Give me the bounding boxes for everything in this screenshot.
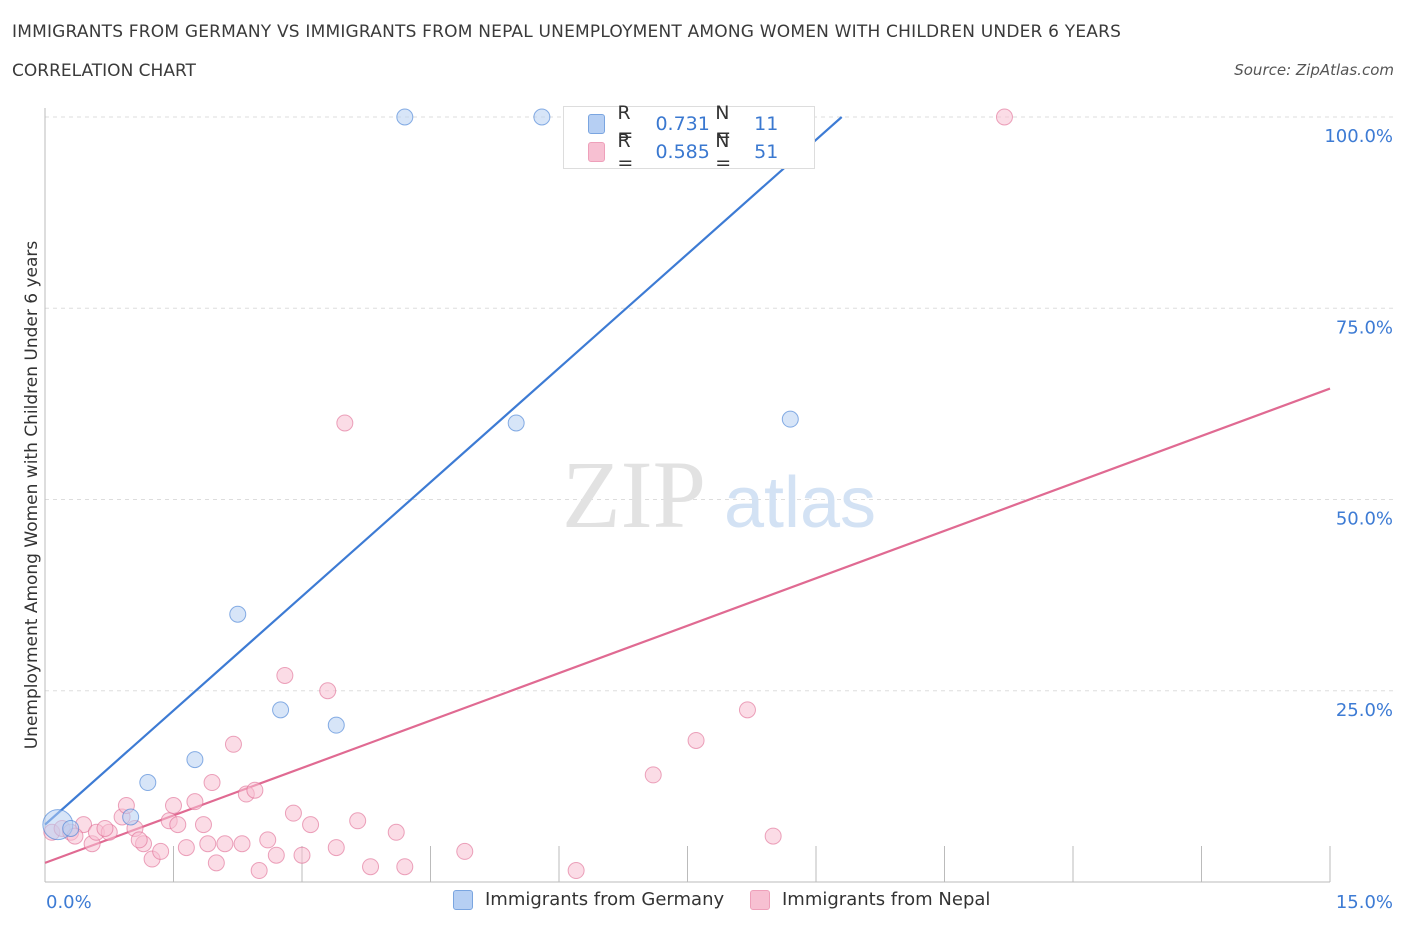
source-label: Source: ZipAtlas.com (1234, 61, 1394, 79)
nepal-point (199, 835, 217, 853)
germany-point (272, 701, 290, 719)
germany-point (139, 774, 157, 792)
grid-lines (45, 116, 1395, 692)
legend-nepal: Immigrants from Nepal (750, 889, 990, 910)
germany-point (229, 605, 247, 623)
nepal-point (165, 797, 182, 814)
r-value: 0.585 (655, 141, 710, 163)
nepal-point (267, 846, 285, 864)
legend-germany: Immigrants from Germany (453, 889, 724, 910)
nepal-point (216, 835, 234, 853)
axes (44, 108, 1331, 883)
nepal-point (362, 858, 380, 876)
nepal-point (186, 793, 204, 811)
nepal-point (396, 858, 414, 876)
nepal-legend-label: Immigrants from Nepal (782, 889, 991, 910)
n-value: 51 (754, 141, 779, 163)
y-tick-label: 25.0% (1336, 700, 1393, 721)
nepal-point (319, 682, 337, 700)
stats-row-germany: R = 0.731 N = 11 (588, 102, 814, 146)
watermark-atlas: atlas (724, 463, 876, 543)
n-value: 11 (754, 113, 779, 135)
y-tick-label: 100.0% (1324, 126, 1393, 147)
x-tick-label-max: 15.0% (1336, 892, 1393, 913)
nepal-point (96, 819, 114, 837)
y-tick-label: 75.0% (1336, 317, 1393, 338)
nepal-point (644, 766, 662, 784)
germany-trendline (44, 116, 843, 826)
nepal-point (336, 414, 354, 432)
nepal-point (177, 839, 195, 857)
r-label: R = (617, 130, 634, 174)
chart-subtitle: CORRELATION CHART (12, 61, 196, 81)
germany-point (533, 108, 551, 126)
germany-point (327, 716, 345, 734)
germany-legend-label: Immigrants from Germany (485, 889, 725, 910)
nepal-point (259, 831, 277, 849)
chart-title: IMMIGRANTS FROM GERMANY VS IMMIGRANTS FR… (12, 22, 1122, 42)
stats-legend: R = 0.731 N = 11 R = 0.585 N = 51 (563, 102, 815, 174)
y-axis-label: Unemployment Among Women with Children U… (22, 240, 42, 750)
stats-row-nepal: R = 0.585 N = 51 (588, 130, 814, 174)
nepal-point (567, 862, 585, 880)
nepal-point (738, 701, 756, 719)
nepal-point (387, 823, 405, 841)
nepal-point (246, 781, 264, 799)
nepal-point (224, 735, 242, 753)
germany-point (122, 808, 140, 826)
y-tick-label: 50.0% (1336, 509, 1393, 530)
r-value: 0.731 (655, 113, 710, 135)
nepal-point (207, 854, 225, 872)
nepal-point (302, 816, 320, 834)
nepal-point (456, 842, 474, 860)
nepal-point (687, 731, 705, 749)
germany-swatch (588, 114, 606, 134)
nepal-point (764, 827, 782, 845)
nepal-swatch (588, 142, 606, 162)
nepal-point (995, 108, 1013, 126)
nepal-point (327, 839, 345, 857)
germany-point (62, 819, 80, 837)
nepal-point (203, 774, 221, 792)
n-label: N = (715, 130, 732, 174)
nepal-point (284, 804, 302, 822)
germany-point (781, 410, 799, 428)
data-points (42, 108, 1013, 880)
nepal-point (169, 816, 187, 834)
nepal-point (250, 862, 268, 880)
nepal-point (276, 666, 294, 684)
watermark-zip: ZIP (562, 441, 706, 548)
n-label: N = (715, 102, 732, 146)
germany-legend-swatch (453, 889, 473, 910)
x-tick-label-min: 0.0% (46, 892, 92, 913)
watermark: ZIP atlas (562, 441, 876, 548)
nepal-point (152, 842, 170, 860)
germany-point (507, 414, 525, 432)
r-label: R = (617, 102, 634, 146)
nepal-point (130, 831, 148, 849)
nepal-legend-swatch (750, 889, 770, 910)
nepal-point (293, 846, 311, 864)
nepal-point (233, 835, 251, 853)
nepal-point (349, 812, 367, 830)
nepal-point (194, 816, 212, 834)
germany-point (396, 108, 414, 126)
germany-point (186, 751, 204, 769)
tick-labels: 100.0% 75.0% 50.0% 25.0% 0.0% 15.0% (46, 126, 1393, 913)
